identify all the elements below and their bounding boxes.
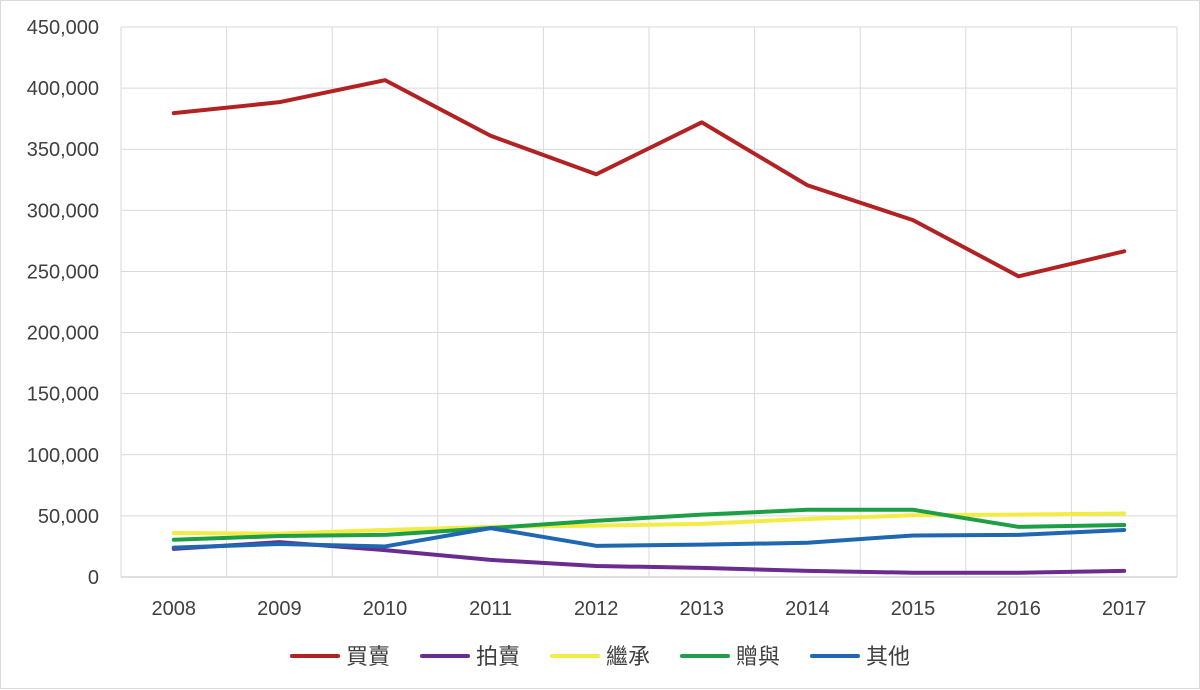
legend-label: 拍賣 bbox=[476, 645, 520, 670]
x-tick-label: 2008 bbox=[152, 598, 197, 620]
legend-item: 其他 bbox=[810, 645, 910, 670]
x-tick-label: 2015 bbox=[891, 598, 936, 620]
x-tick-label: 2012 bbox=[574, 598, 619, 620]
x-tick-label: 2016 bbox=[996, 598, 1041, 620]
legend-item: 拍賣 bbox=[420, 645, 520, 670]
y-tick-label: 450,000 bbox=[27, 17, 99, 39]
x-tick-label: 2009 bbox=[257, 598, 302, 620]
x-tick-label: 2014 bbox=[785, 598, 830, 620]
legend-label: 其他 bbox=[866, 645, 910, 670]
x-tick-label: 2013 bbox=[680, 598, 725, 620]
y-tick-label: 50,000 bbox=[38, 506, 99, 528]
y-tick-label: 200,000 bbox=[27, 323, 99, 345]
series-lines bbox=[171, 78, 1127, 575]
series-line-5 bbox=[171, 526, 1127, 550]
legend-label: 買賣 bbox=[346, 645, 390, 670]
axes: 0 50,000 100,000 150,000 200,000 250,000 300,0… bbox=[27, 17, 1147, 620]
y-tick-label: 100,000 bbox=[27, 445, 99, 467]
x-tick-label: 2010 bbox=[363, 598, 408, 620]
legend-item: 繼承 bbox=[550, 645, 650, 670]
y-tick-label: 0 bbox=[88, 567, 99, 589]
y-tick-label: 350,000 bbox=[27, 139, 99, 161]
x-tick-label: 2011 bbox=[469, 598, 512, 620]
legend-label: 贈與 bbox=[736, 645, 780, 670]
y-tick-label: 150,000 bbox=[27, 384, 99, 406]
legend-item: 買賣 bbox=[290, 645, 390, 670]
x-tick-label: 2017 bbox=[1102, 598, 1147, 620]
grid bbox=[120, 26, 1178, 578]
series-line-1 bbox=[171, 78, 1127, 279]
series-line-3 bbox=[171, 511, 1127, 536]
legend-label: 繼承 bbox=[606, 645, 650, 670]
y-tick-label: 250,000 bbox=[27, 261, 99, 283]
y-tick-label: 400,000 bbox=[27, 78, 99, 100]
series-line-4 bbox=[171, 507, 1127, 542]
legend: 買賣 拍賣 繼承 贈與 其他 bbox=[290, 645, 910, 670]
legend-item: 贈與 bbox=[680, 645, 780, 670]
y-tick-label: 300,000 bbox=[27, 200, 99, 222]
